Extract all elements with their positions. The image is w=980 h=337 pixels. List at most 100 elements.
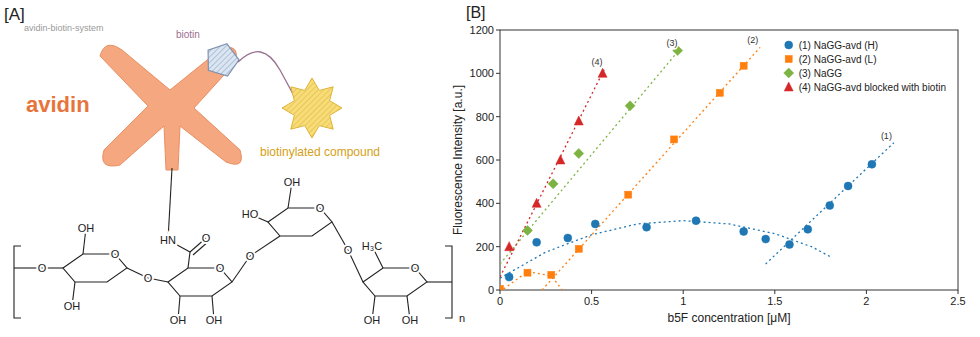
atom-label: OH <box>402 314 419 326</box>
data-point <box>643 223 651 231</box>
fit-label: (2) <box>747 35 758 45</box>
fit-line <box>500 50 680 265</box>
panel-b: [B]00.511.522.5020040060080010001200b5F … <box>451 4 966 325</box>
x-tick <box>866 290 867 294</box>
data-point <box>826 202 834 210</box>
y-tick-label: 1200 <box>470 24 494 36</box>
atom-label: O <box>246 250 255 262</box>
data-point <box>625 191 632 198</box>
atom-label: O <box>316 202 325 214</box>
y-tick <box>496 290 500 291</box>
caption: avidin-biotin-system <box>24 23 104 33</box>
atom-label: HN <box>160 234 176 246</box>
x-tick-label: 1 <box>680 295 686 307</box>
data-point <box>533 238 541 246</box>
fit-line <box>500 69 604 277</box>
fit-label: (3) <box>667 38 678 48</box>
data-point <box>556 155 565 164</box>
data-point <box>740 228 748 236</box>
atom-label: OH <box>206 314 223 326</box>
data-point <box>522 225 532 235</box>
bond <box>188 252 190 268</box>
atom-label: O <box>144 272 153 284</box>
x-tick-label: 2.5 <box>950 295 965 307</box>
data-point <box>574 149 584 159</box>
data-point <box>505 242 514 251</box>
atom-label: OH <box>284 176 301 188</box>
y-tick <box>496 203 500 204</box>
legend: (1) NaGG-avd (H) (2) NaGG-avd (L) (3) NaGG… <box>781 34 952 98</box>
y-tick <box>496 73 500 74</box>
data-point <box>548 271 555 278</box>
legend-label: (2) NaGG-avd (L) <box>799 54 877 65</box>
y-tick <box>496 160 500 161</box>
y-tick <box>496 116 500 117</box>
y-tick-label: 0 <box>488 284 494 296</box>
legend-bg <box>781 34 952 98</box>
data-point <box>598 68 607 77</box>
atom-label: O <box>344 244 353 256</box>
fit-line <box>504 272 563 290</box>
data-point <box>575 245 582 252</box>
data-point <box>591 220 599 228</box>
data-point <box>564 234 572 242</box>
atom-label: H₃C <box>362 240 382 252</box>
structure <box>14 168 452 320</box>
data-point <box>625 101 635 111</box>
data-point <box>804 225 812 233</box>
data-point <box>868 160 876 168</box>
fit-label: (1) <box>881 131 892 141</box>
legend-label: (1) NaGG-avd (H) <box>799 40 878 51</box>
panel-letter: [A] <box>4 5 25 24</box>
legend-marker <box>784 68 794 78</box>
atom-label: O <box>111 248 120 260</box>
data-point <box>671 136 678 143</box>
legend-label: (3) NaGG <box>799 68 843 79</box>
bond <box>250 236 280 256</box>
compound-shape <box>282 78 342 138</box>
x-tick <box>683 290 684 294</box>
data-point <box>505 273 513 281</box>
atom-label: OH <box>78 222 95 234</box>
x-tick-label: 0 <box>497 295 503 307</box>
y-tick-label: 800 <box>476 111 494 123</box>
data-point <box>524 269 531 276</box>
y-tick-label: 400 <box>476 197 494 209</box>
data-point <box>532 198 541 207</box>
data-point <box>762 235 770 243</box>
x-tick-label: 0.5 <box>584 295 599 307</box>
data-point <box>548 179 558 189</box>
y-tick <box>496 30 500 31</box>
x-tick <box>500 290 501 294</box>
y-tick-label: 200 <box>476 241 494 253</box>
x-tick-label: 1.5 <box>767 295 782 307</box>
avidin-label: avidin <box>26 92 90 117</box>
legend-marker <box>784 82 793 91</box>
bracket <box>14 246 21 318</box>
y-tick <box>496 246 500 247</box>
y-axis-title: Fluorescence Intensity [a.u.] <box>451 85 465 235</box>
y-tick-label: 1000 <box>470 67 494 79</box>
plot-frame <box>500 30 958 290</box>
biotin-label: biotin <box>176 29 200 40</box>
panel-letter: [B] <box>466 4 486 21</box>
atom-label: O <box>411 262 420 274</box>
atom-label: OH <box>64 300 81 312</box>
legend-marker <box>785 41 793 49</box>
data-point <box>785 241 793 249</box>
biotin-shape <box>208 44 239 76</box>
compound-label: biotinylated compound <box>260 145 380 159</box>
atom-label: OH <box>364 314 381 326</box>
fit-line <box>766 143 894 264</box>
atom-label: OH <box>170 314 187 326</box>
legend-label: (4) NaGG-avd blocked with biotin <box>799 82 946 93</box>
bond <box>427 281 452 282</box>
x-tick-label: 2 <box>863 295 869 307</box>
y-tick-label: 600 <box>476 154 494 166</box>
atom-label: HO <box>242 208 259 220</box>
data-point <box>500 285 504 290</box>
x-tick <box>774 290 775 294</box>
legend-marker <box>785 56 792 63</box>
linker <box>238 52 296 100</box>
atom-label: O <box>38 262 47 274</box>
